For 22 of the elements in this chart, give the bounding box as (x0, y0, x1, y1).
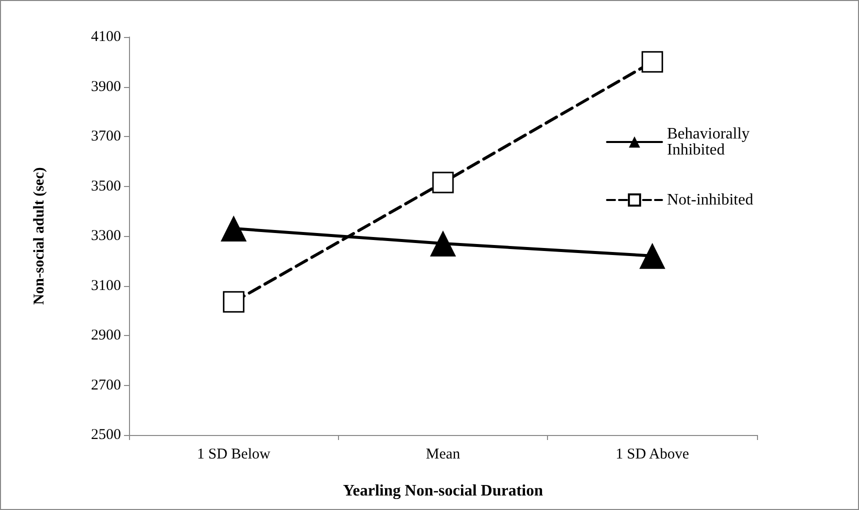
y-tick-label: 3500 (91, 178, 121, 194)
point (222, 291, 244, 313)
point (430, 230, 456, 256)
point (220, 216, 247, 242)
y-tick-label: 3100 (91, 278, 121, 294)
legend-label: Behaviorally Inhibited (667, 126, 754, 158)
y-tick-label: 2900 (91, 328, 121, 344)
x-tick-label: 1 SD Below (196, 446, 270, 462)
point (432, 172, 454, 194)
y-tick-label: 2700 (91, 377, 121, 394)
x-tick-label: 1 SD Above (616, 446, 690, 462)
point (639, 242, 666, 269)
x-axis-title: Yearling Non-social Duration (343, 482, 544, 500)
x-tick-label: Mean (426, 446, 461, 462)
y-tick-label: 4100 (91, 29, 121, 45)
y-tick-label: 2500 (91, 427, 121, 443)
legend-label: Not-inhibited (667, 192, 754, 208)
y-axis-title: Non-social adult (sec) (32, 167, 48, 305)
point (642, 51, 664, 73)
y-tick-label: 3900 (91, 78, 121, 95)
y-tick-label: 3300 (91, 228, 121, 244)
y-tick-label: 3700 (91, 128, 121, 144)
